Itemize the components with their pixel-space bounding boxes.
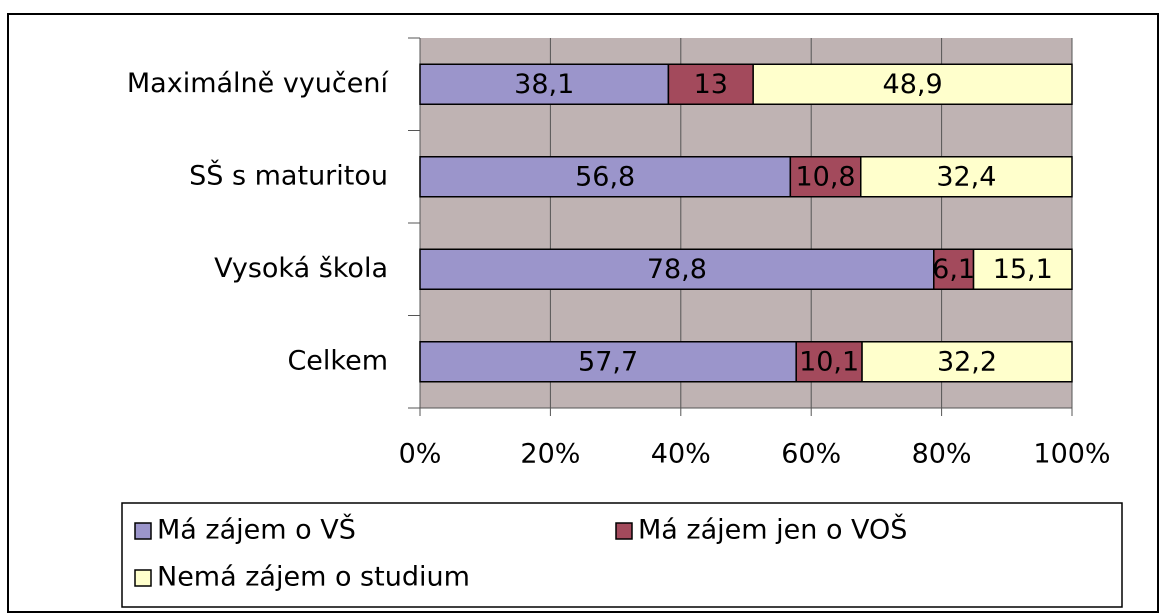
- data-label: 56,8: [575, 161, 635, 192]
- bar-segment: [419, 248, 935, 290]
- data-label: 15,1: [993, 254, 1053, 285]
- x-tick-label: 0%: [399, 439, 442, 470]
- legend-swatch: [134, 522, 152, 540]
- bar-segment: [795, 341, 863, 383]
- data-label: 10,1: [799, 346, 859, 377]
- legend-swatch: [615, 522, 633, 540]
- data-label: 78,8: [647, 254, 707, 285]
- legend-label: Má zájem jen o VOŠ: [638, 514, 907, 546]
- bar-segment: [752, 63, 1073, 105]
- legend-swatch: [134, 569, 152, 587]
- bar-segment: [860, 156, 1073, 198]
- legend-label: Nemá zájem o studium: [157, 562, 470, 593]
- y-tick-label: Vysoká škola: [214, 253, 388, 284]
- x-tick-label: 80%: [912, 439, 972, 470]
- bar-segment: [419, 156, 792, 198]
- data-label: 57,7: [578, 346, 638, 377]
- data-label: 10,8: [795, 161, 855, 192]
- data-label: 32,2: [937, 346, 997, 377]
- legend-box: [121, 502, 1123, 608]
- bar-segment: [667, 63, 754, 105]
- y-tick-label: Celkem: [287, 345, 388, 376]
- data-label: 32,4: [936, 161, 996, 192]
- bar-segment: [861, 341, 1073, 383]
- y-tick-label: SŠ s maturitou: [189, 159, 388, 191]
- data-label: 38,1: [514, 69, 574, 100]
- y-tick-label: Maximálně vyučení: [127, 68, 390, 99]
- data-label: 48,9: [883, 69, 943, 100]
- x-tick-label: 100%: [1033, 439, 1110, 470]
- bar-segment: [789, 156, 862, 198]
- data-label: 13: [694, 69, 728, 100]
- x-tick-label: 60%: [781, 439, 841, 470]
- x-tick-label: 20%: [520, 439, 580, 470]
- data-label: 6,1: [932, 254, 975, 285]
- legend-label: Má zájem o VŠ: [157, 514, 356, 546]
- bar-segment: [419, 63, 670, 105]
- bar-segment: [972, 248, 1073, 290]
- x-tick-label: 40%: [651, 439, 711, 470]
